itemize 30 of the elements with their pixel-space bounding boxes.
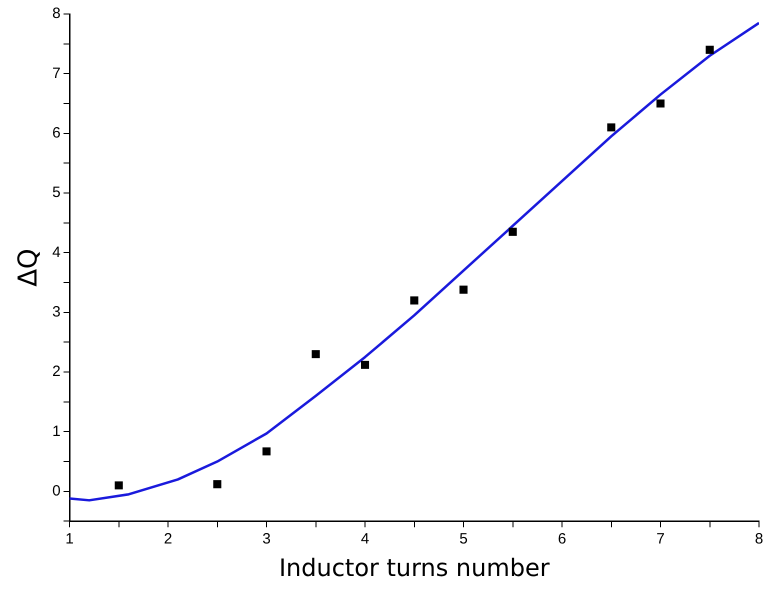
y-tick-label: 2 [52,363,61,380]
y-tick-label: 1 [52,422,61,440]
x-tick-label: 3 [262,530,271,548]
point [508,228,517,236]
x-tick-label: 8 [754,530,764,548]
y-tick-label: 5 [52,184,61,202]
x-tick-label: 6 [558,530,566,548]
x-axis-title: Inductor turns number [278,554,550,582]
point [262,447,271,456]
x-tick-label: 4 [360,530,370,548]
point [656,99,665,108]
y-tick-label: 8 [52,5,61,22]
y-tick-label: 7 [52,64,61,82]
y-tick-label: 6 [52,124,61,142]
x-tick-label: 7 [656,530,665,548]
x-tick-label: 2 [164,530,172,548]
point [213,480,222,488]
point [706,46,714,54]
y-axis-title: ΔQ [13,248,44,287]
x-tick-label: 5 [459,530,468,548]
point [312,350,320,358]
point [410,296,418,304]
point [459,286,468,294]
x-tick-label: 1 [65,530,74,548]
y-tick-label: 3 [52,303,61,320]
point [114,481,123,490]
point [360,360,370,369]
y-tick-label: 4 [52,244,61,261]
y-tick-label: 0 [52,482,61,500]
point [607,123,616,132]
